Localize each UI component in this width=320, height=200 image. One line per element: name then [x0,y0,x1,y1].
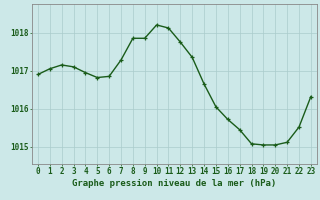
X-axis label: Graphe pression niveau de la mer (hPa): Graphe pression niveau de la mer (hPa) [72,179,276,188]
